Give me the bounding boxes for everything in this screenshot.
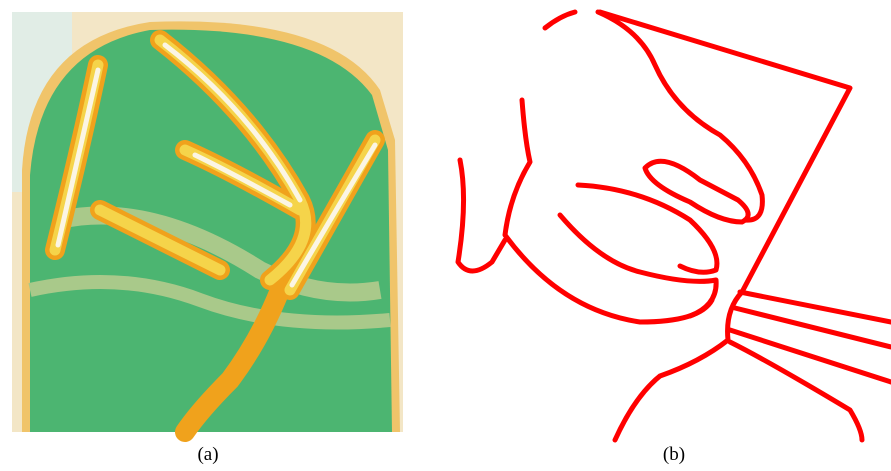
figure-art	[0, 0, 891, 471]
figure: (a) (b)	[0, 0, 891, 471]
panel-b-drawing	[458, 12, 891, 440]
panel-label: (b)	[644, 444, 704, 466]
panel-label: (a)	[178, 444, 238, 466]
panel-a-image	[12, 12, 403, 432]
